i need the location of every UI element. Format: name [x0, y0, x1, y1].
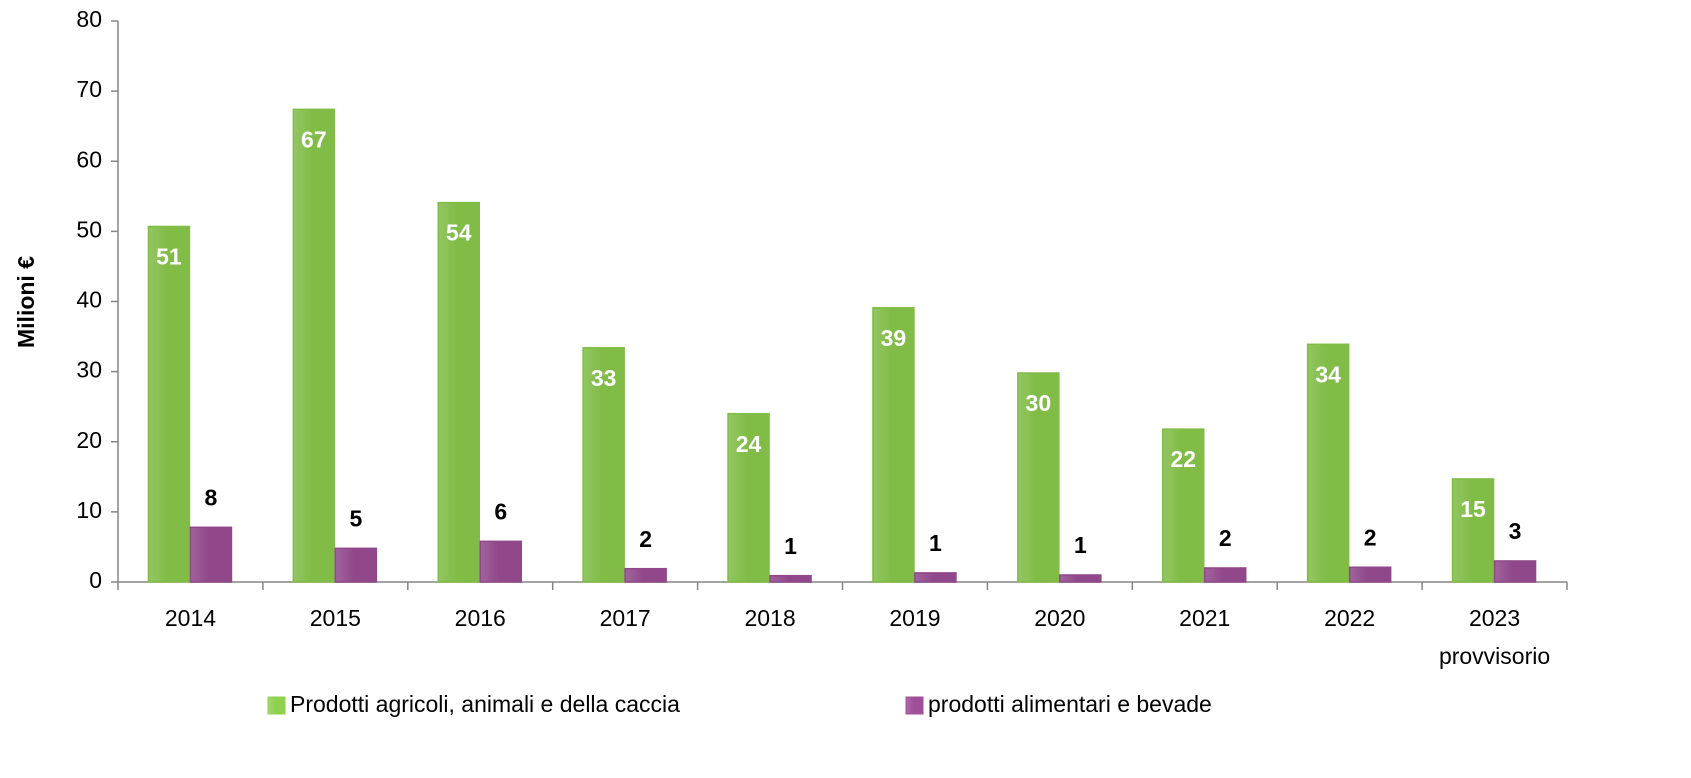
- x-tick-label: 2014: [165, 605, 216, 631]
- x-tick-label: 2022: [1324, 605, 1375, 631]
- y-axis-label: Milioni €: [13, 256, 39, 348]
- bar: [769, 574, 812, 583]
- bar: [1017, 372, 1060, 583]
- value-label: 1: [929, 530, 942, 556]
- value-label: 34: [1315, 361, 1341, 387]
- bar: [147, 225, 191, 583]
- value-label: 2: [1364, 524, 1377, 550]
- y-tick-label: 10: [76, 497, 102, 523]
- legend-swatch: [905, 696, 924, 715]
- y-tick-label: 50: [76, 216, 102, 242]
- y-tick-label: 30: [76, 357, 102, 383]
- y-tick-label: 0: [89, 567, 102, 593]
- x-tick-label: 2015: [310, 605, 361, 631]
- value-label: 67: [301, 126, 327, 152]
- bar: [1451, 478, 1495, 583]
- bar: [1493, 560, 1537, 583]
- x-tick-label: 2019: [889, 605, 940, 631]
- value-label: 33: [591, 365, 617, 391]
- x-tick-label: 2016: [455, 605, 506, 631]
- bar: [582, 347, 625, 583]
- bar: [437, 201, 480, 583]
- legend-label: prodotti alimentari e bevade: [928, 691, 1212, 717]
- bar: [1348, 566, 1392, 583]
- x-tick-label: 2017: [600, 605, 651, 631]
- value-label: 54: [446, 220, 472, 246]
- value-label: 15: [1460, 496, 1486, 522]
- value-label: 6: [494, 498, 507, 524]
- bar: [1204, 567, 1247, 583]
- x-tick-label: 2020: [1034, 605, 1085, 631]
- bar: [914, 572, 957, 583]
- value-label: 51: [156, 244, 182, 270]
- value-label: 2: [639, 526, 652, 552]
- value-label: 3: [1509, 518, 1522, 544]
- bar: [872, 307, 915, 583]
- y-tick-label: 20: [76, 427, 102, 453]
- y-tick-label: 60: [76, 146, 102, 172]
- value-label: 30: [1026, 390, 1052, 416]
- bar: [334, 547, 378, 583]
- value-label: 24: [736, 431, 762, 457]
- bar: [1306, 343, 1350, 583]
- x-tick-label: 2018: [744, 605, 795, 631]
- legend-swatch: [267, 696, 286, 715]
- bar: [189, 526, 233, 583]
- value-label: 1: [784, 533, 797, 559]
- bar: [479, 540, 522, 583]
- bar: [727, 412, 770, 583]
- value-label: 8: [205, 484, 218, 510]
- value-label: 1: [1074, 532, 1087, 558]
- bar: [292, 108, 336, 583]
- bar: [1059, 574, 1102, 583]
- bar: [1162, 428, 1205, 583]
- y-tick-label: 80: [76, 6, 102, 32]
- y-tick-label: 40: [76, 287, 102, 313]
- value-label: 5: [349, 505, 362, 531]
- x-tick-label: 2021: [1179, 605, 1230, 631]
- y-tick-label: 70: [76, 76, 102, 102]
- value-label: 22: [1170, 446, 1196, 472]
- value-label: 2: [1219, 525, 1232, 551]
- legend-label: Prodotti agricoli, animali e della cacci…: [290, 691, 680, 717]
- bar: [624, 567, 667, 583]
- value-label: 39: [881, 325, 907, 351]
- x-tick-label: 2023 provvisorio: [1439, 605, 1550, 669]
